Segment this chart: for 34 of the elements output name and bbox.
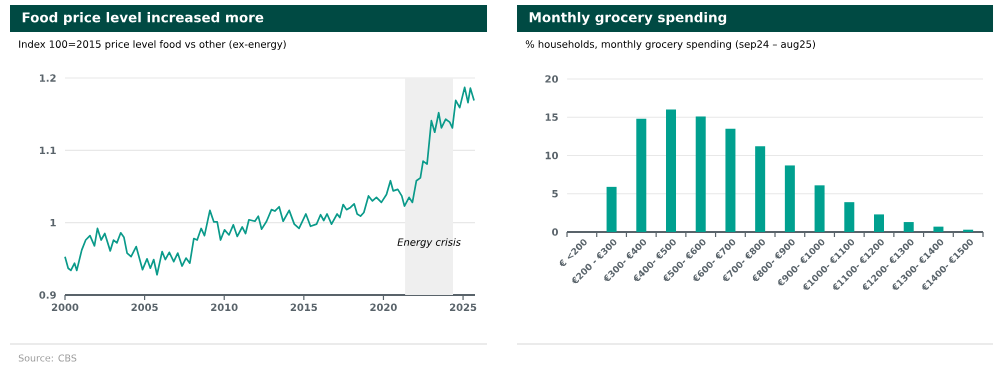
y-tick-label: 1.2 [39, 74, 56, 82]
source-note: Source: CBS [18, 354, 77, 362]
y-tick-label: 5 [552, 190, 558, 198]
x-tick-label: 2020 [370, 303, 397, 312]
bar [725, 128, 736, 232]
bar [666, 109, 677, 232]
y-tick-label: 1 [50, 219, 56, 227]
x-tick-label: 2015 [290, 303, 318, 312]
x-tick-label: 2010 [211, 303, 238, 312]
bar [636, 118, 647, 232]
chart-title: Monthly grocery spending [529, 11, 727, 26]
band-label: Energy crisis [397, 238, 461, 248]
chart-subtitle: Index 100=2015 price level food vs other (ex-energy) [19, 40, 286, 50]
bar [755, 146, 766, 232]
bar [784, 165, 795, 232]
bar [874, 214, 885, 232]
bar [695, 116, 706, 232]
y-tick-label: 0 [552, 228, 559, 236]
bar [606, 186, 617, 232]
bar [814, 185, 825, 232]
y-tick-label: 10 [545, 151, 559, 160]
y-tick-label: 1.1 [39, 146, 56, 154]
x-tick-label: 2000 [51, 303, 79, 312]
line-series [64, 86, 475, 276]
y-tick-label: 0.9 [39, 291, 56, 299]
chart-title: Food price level increased more [22, 11, 264, 25]
x-tick-label: 2005 [131, 303, 158, 312]
y-tick-label: 20 [545, 75, 559, 83]
x-tick-label: 2025 [449, 303, 477, 312]
bar [903, 222, 914, 232]
y-tick-label: 15 [545, 113, 558, 121]
bar [844, 202, 855, 232]
bar [933, 226, 944, 232]
chart-subtitle: % households, monthly grocery spending (sep24 – aug25) [525, 40, 815, 50]
